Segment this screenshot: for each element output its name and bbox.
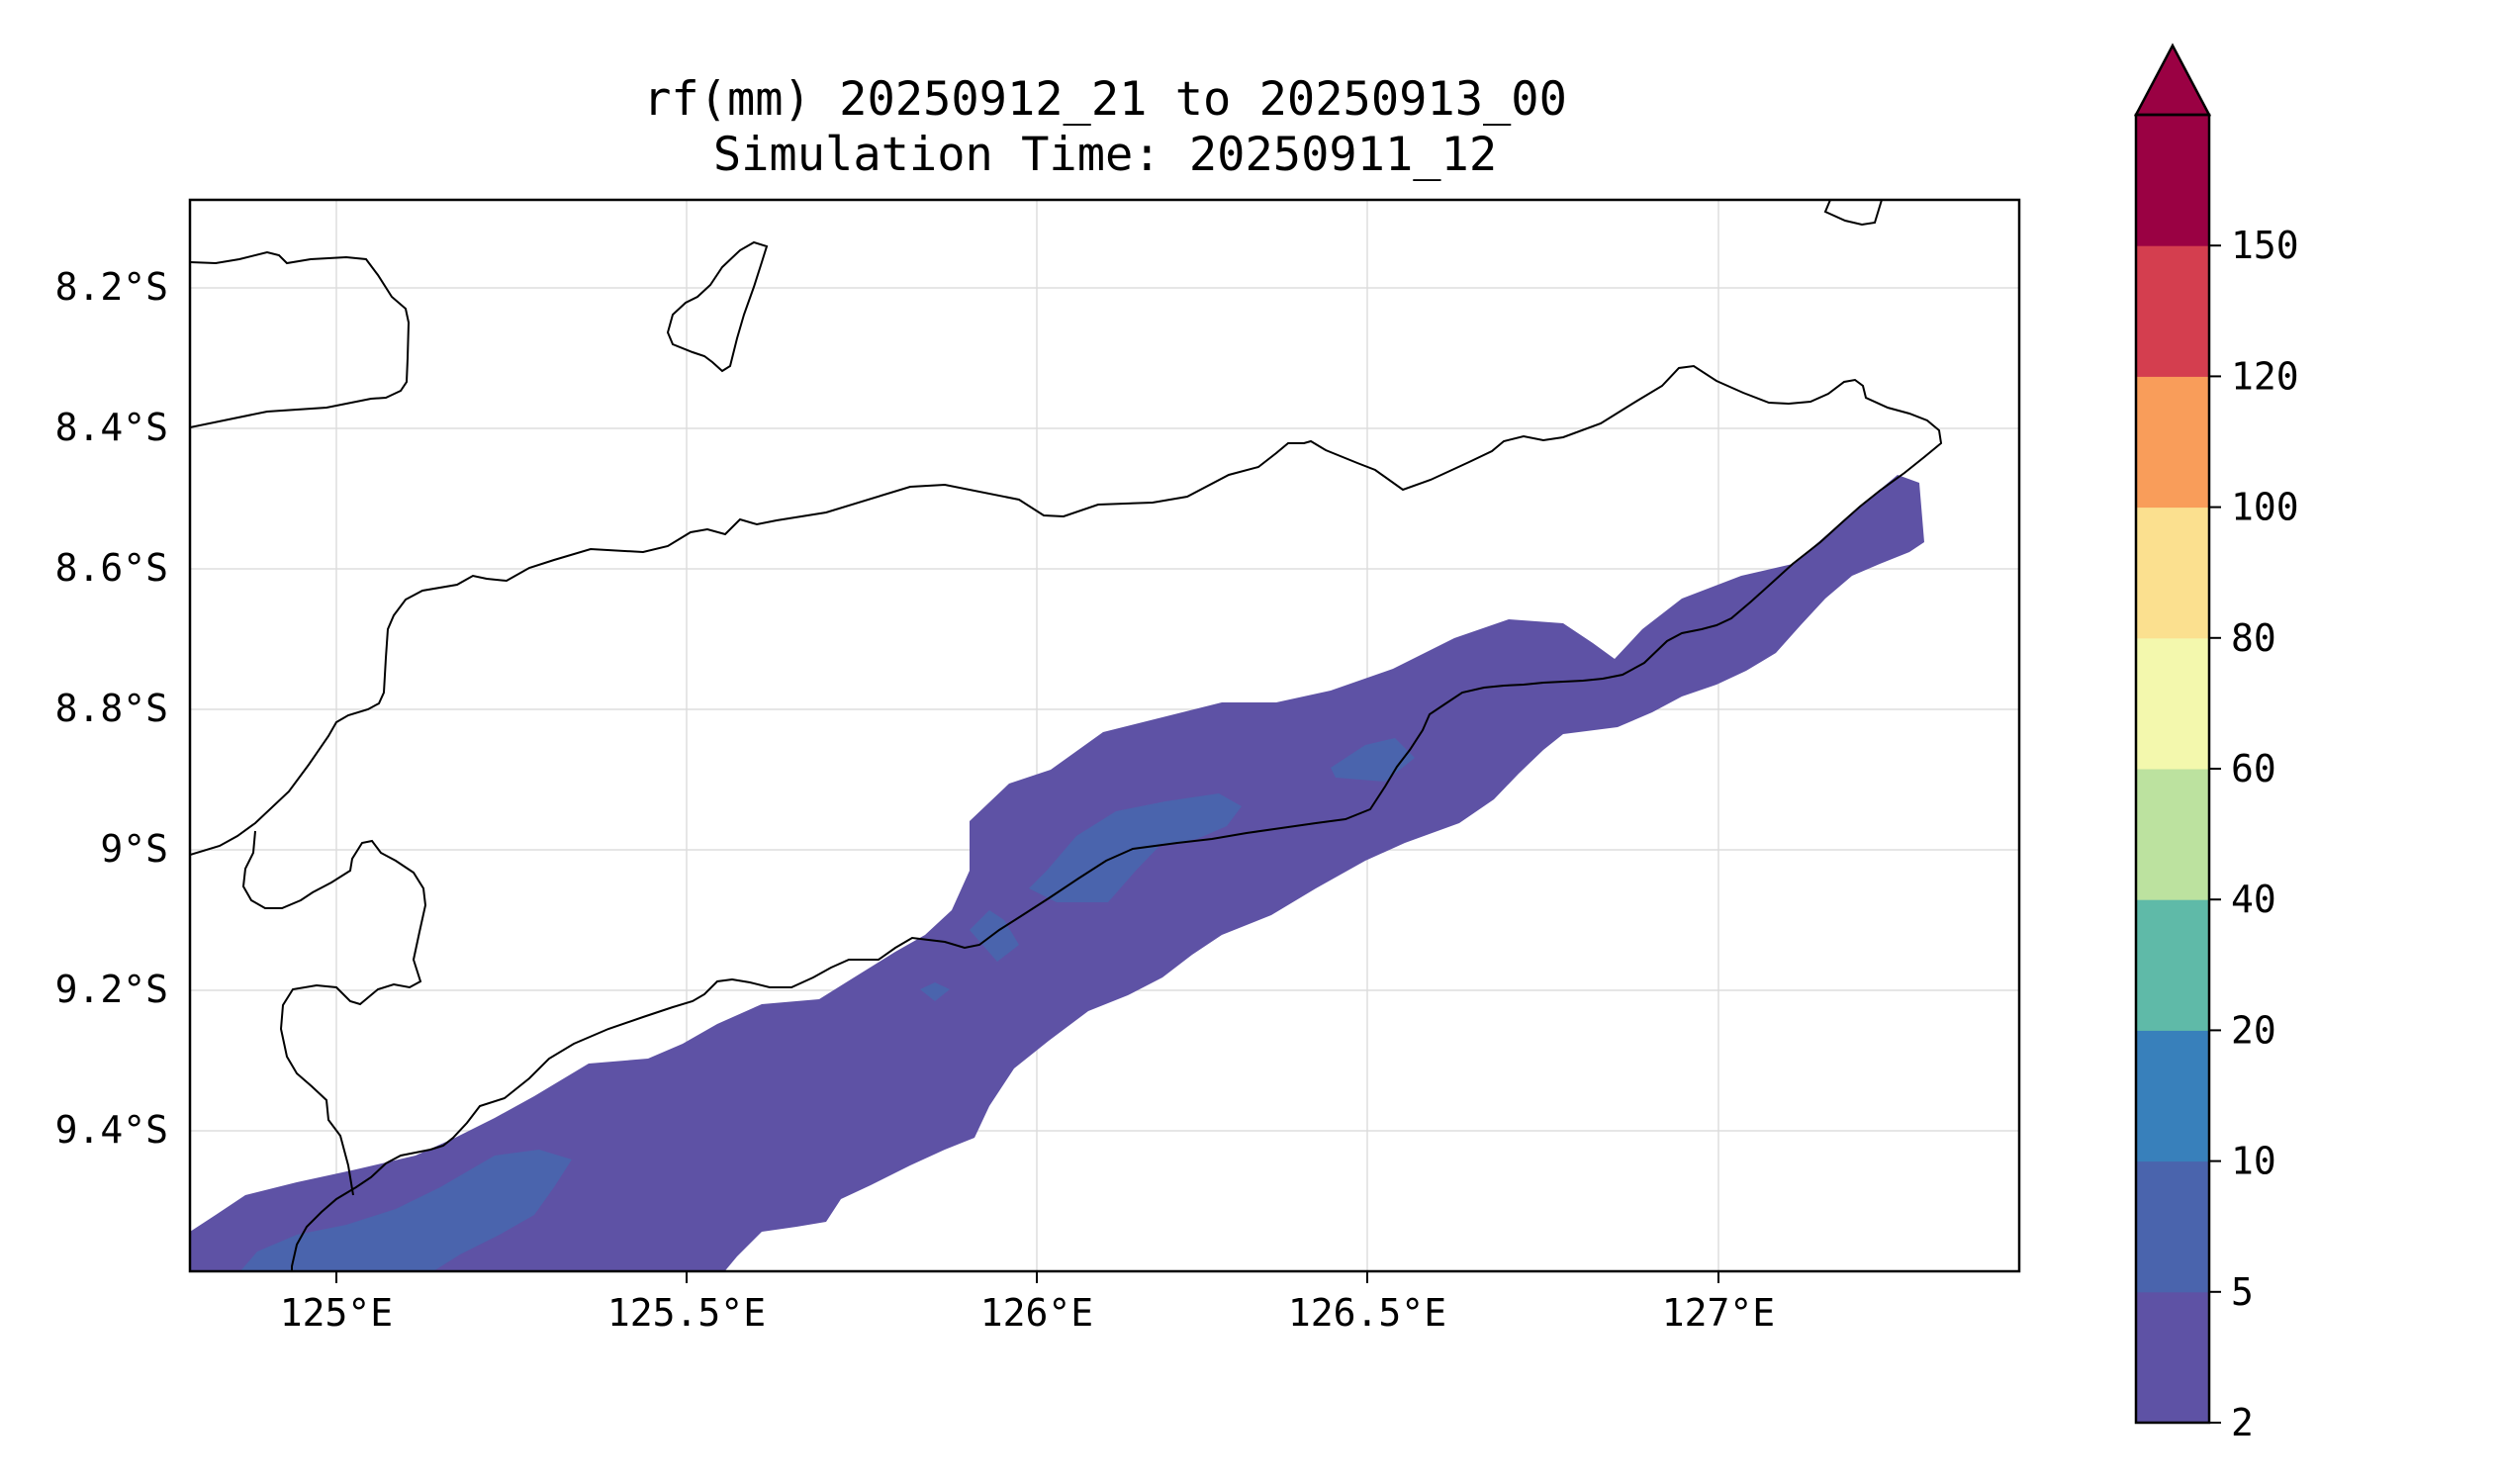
colorbar-segment	[2136, 507, 2209, 639]
y-tick-label: 8.4°S	[55, 406, 168, 449]
y-tick-label: 9.2°S	[55, 968, 168, 1011]
map-title-line1: rf(mm) 20250912_21 to 20250913_00	[643, 72, 1567, 127]
colorbar-tick-label: 2	[2231, 1401, 2254, 1444]
colorbar-segment	[2136, 1291, 2209, 1424]
colorbar-segments	[2136, 115, 2209, 1424]
coastline-northeast-island	[1823, 200, 1883, 227]
coastline-wetar-island	[190, 250, 411, 428]
y-tick-label: 8.6°S	[55, 546, 168, 590]
colorbar-segment	[2136, 769, 2209, 900]
colorbar-segment	[2136, 637, 2209, 770]
map-title-line2: Simulation Time: 20250911_12	[713, 128, 1497, 182]
rainfall-patch-5-10mm	[920, 982, 950, 1001]
colorbar-segment	[2136, 115, 2209, 246]
x-axis: 125°E 125.5°E 126°E 126.5°E 127°E	[280, 1271, 1775, 1335]
colorbar-tick-label: 80	[2231, 616, 2276, 660]
colorbar-labels: 2 5 10 20 40 60 80 100 120 150	[2209, 224, 2299, 1444]
colorbar-tick-label: 20	[2231, 1008, 2276, 1052]
colorbar: 2 5 10 20 40 60 80 100 120 150	[2133, 43, 2299, 1444]
coastline-timor-leste-border	[241, 830, 427, 1196]
colorbar-segment	[2136, 376, 2209, 509]
x-tick-label: 125.5°E	[607, 1291, 766, 1335]
y-tick-label: 9.4°S	[55, 1108, 168, 1152]
colorbar-tick-label: 10	[2231, 1140, 2276, 1183]
colorbar-tick-label: 60	[2231, 747, 2276, 790]
colorbar-segment	[2136, 245, 2209, 377]
map-frame	[188, 198, 2021, 1273]
colorbar-segment	[2136, 899, 2209, 1031]
colorbar-tick-label: 100	[2231, 486, 2299, 529]
y-tick-label: 8.2°S	[55, 265, 168, 309]
coastline-north-timor	[190, 364, 1943, 1271]
colorbar-extend-triangle	[2133, 43, 2212, 117]
x-tick-label: 126.5°E	[1288, 1291, 1446, 1335]
colorbar-segment	[2136, 1030, 2209, 1162]
y-tick-label: 8.8°S	[55, 687, 168, 730]
x-tick-label: 125°E	[280, 1291, 393, 1335]
y-tick-label: 9°S	[100, 827, 168, 871]
x-tick-label: 126°E	[980, 1291, 1093, 1335]
rainfall-patch-5-10mm	[970, 910, 1019, 962]
coastline-small-island	[666, 240, 769, 373]
x-tick-label: 127°E	[1662, 1291, 1775, 1335]
colorbar-tick-label: 40	[2231, 878, 2276, 921]
colorbar-tick-label: 120	[2231, 354, 2299, 398]
y-axis: 8.2°S 8.4°S 8.6°S 8.8°S 9°S 9.2°S 9.4°S	[55, 265, 168, 1152]
colorbar-tick-label: 150	[2231, 224, 2299, 267]
map-panel	[188, 198, 2021, 1273]
colorbar-tick-label: 5	[2231, 1270, 2254, 1314]
coastlines	[190, 200, 1943, 1271]
colorbar-segment	[2136, 1160, 2209, 1293]
rainfall-patch-5-10mm	[239, 1150, 572, 1271]
